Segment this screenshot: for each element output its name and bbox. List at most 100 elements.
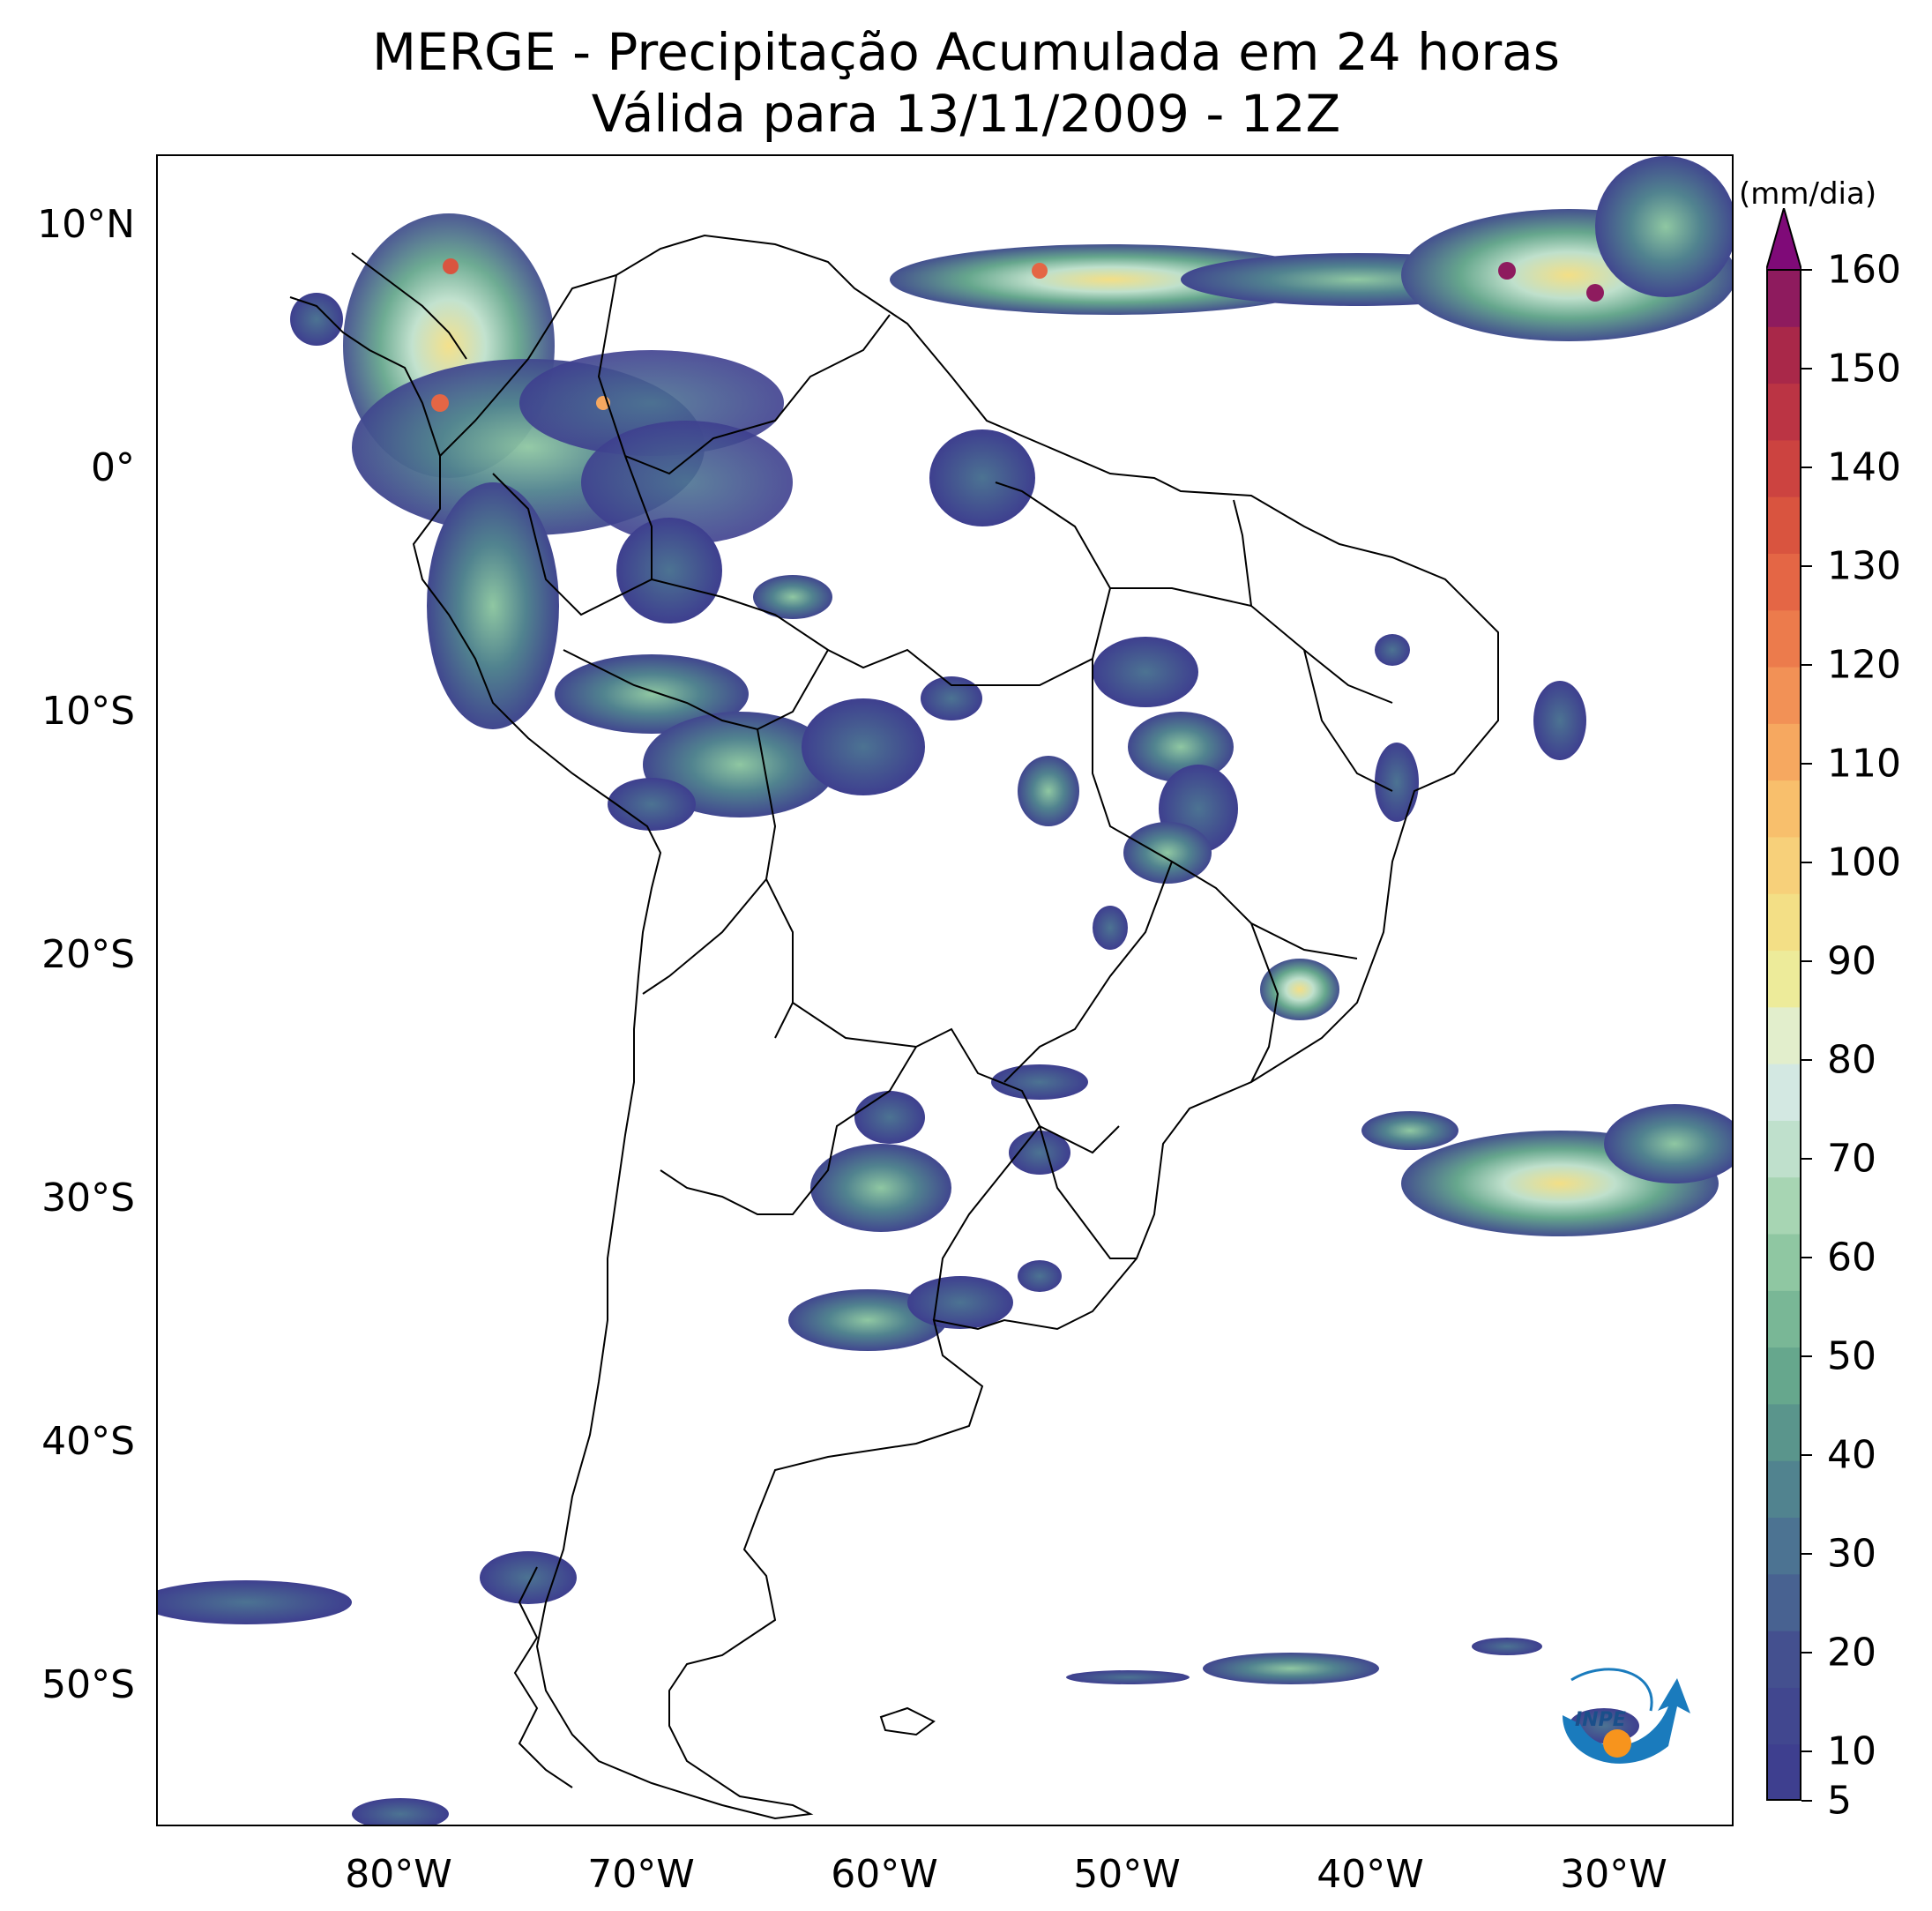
precip-patch [753,575,832,619]
colorbar-tick-label: 80 [1827,1037,1876,1083]
lat-label-50s: 50°S [41,1662,135,1707]
precip-patch [1595,156,1732,297]
colorbar-tick-label: 60 [1827,1235,1876,1280]
colorbar-segment [1766,1176,1801,1235]
inpe-logo: INPE [1563,1668,1690,1764]
lat-label-20s: 20°S [41,932,135,977]
precip-patch [1361,1111,1458,1150]
colorbar-tick [1801,1158,1812,1160]
colorbar-tick [1801,1257,1812,1258]
precip-patch [480,1551,577,1604]
map-title: MERGE - Precipitação Acumulada em 24 hor… [372,22,1560,82]
colorbar-tick [1801,565,1812,567]
colorbar-segment [1766,1064,1801,1121]
precip-patch [1533,681,1586,760]
precip-patch [1066,1670,1190,1684]
colorbar-segment [1766,1234,1801,1291]
precip-patch [1009,1131,1070,1175]
precip-patch [929,429,1035,526]
colorbar-segment [1766,1290,1801,1348]
precip-patch [1123,822,1212,884]
colorbar-segment [1766,893,1801,952]
precip-patch [1498,262,1516,280]
colorbar-tick [1801,368,1812,370]
precip-patch [1375,743,1419,822]
precip-patch [158,1580,352,1624]
colorbar-tick-label: 160 [1827,247,1901,293]
map-panel [156,154,1734,1826]
colorbar-tick [1801,763,1812,765]
colorbar-segment [1766,1631,1801,1688]
precip-patch [352,1798,449,1825]
lon-label-50w: 50°W [1073,1852,1181,1897]
colorbar-tick [1801,1059,1812,1061]
colorbar-tick [1801,862,1812,863]
colorbar-unit: (mm/dia) [1739,176,1877,212]
colorbar-outline [1766,269,1801,1801]
colorbar-segment [1766,553,1801,611]
colorbar [1766,208,1801,1801]
colorbar-segment [1766,1460,1801,1519]
colorbar-tick-label: 50 [1827,1333,1876,1379]
precip-patch [1260,959,1339,1020]
precip-patch [1093,906,1128,950]
colorbar-extend-triangle [1766,208,1801,271]
colorbar-tick-label: 100 [1827,840,1901,885]
precip-patch [290,293,343,346]
colorbar-segment [1766,950,1801,1008]
south-america-coastline [412,234,1499,1820]
lat-label-0: 0° [91,445,135,490]
colorbar-tick [1801,1454,1812,1456]
colorbar-segment [1766,270,1801,327]
colorbar-tick-label: 20 [1827,1630,1876,1676]
precip-patch [991,1064,1088,1100]
map-subtitle: Válida para 13/11/2009 - 12Z [591,84,1341,144]
colorbar-tick-label: 90 [1827,938,1876,984]
central-america-coastline [289,252,467,457]
colorbar-segment [1766,1120,1801,1178]
colorbar-segment [1766,1517,1801,1575]
colorbar-segment [1766,383,1801,441]
precip-patch [1018,756,1079,826]
colorbar-tick-label: 40 [1827,1432,1876,1478]
precip-patch [643,712,837,817]
precip-patch [581,421,793,544]
precip-patch [890,244,1331,315]
colorbar-tick [1801,664,1812,666]
colorbar-tick-label: 130 [1827,543,1901,589]
colorbar-tick [1801,467,1812,468]
colorbar-tick [1801,1553,1812,1555]
colorbar-segment [1766,439,1801,497]
colorbar-tick-label: 70 [1827,1136,1876,1182]
colorbar-tick [1801,1652,1812,1653]
precip-patch [1018,1260,1062,1292]
colorbar-tick-label: 120 [1827,642,1901,688]
lat-label-40s: 40°S [41,1419,135,1464]
colorbar-tick [1801,1355,1812,1357]
border-lines [492,274,1393,1321]
chile-fjords [513,1566,573,1788]
precip-patch [616,518,722,623]
precip-patch [1203,1653,1379,1684]
map-canvas [158,156,1732,1825]
colorbar-segment [1766,496,1801,554]
precip-patch [810,1144,951,1232]
colorbar-segment [1766,1347,1801,1405]
precip-patch [608,778,696,831]
precip-patch [427,482,559,729]
colorbar-segment [1766,836,1801,894]
colorbar-tick-label: 10 [1827,1728,1876,1774]
colorbar-segment [1766,723,1801,781]
precip-patch [1604,1104,1732,1183]
colorbar-tick-label: 30 [1827,1531,1876,1577]
lat-label-30s: 30°S [41,1176,135,1221]
lon-label-70w: 70°W [587,1852,695,1897]
colorbar-segment [1766,667,1801,724]
lon-label-40w: 40°W [1317,1852,1424,1897]
precip-patch [1472,1638,1542,1655]
precip-patch [555,654,749,734]
colorbar-segment [1766,780,1801,838]
precip-patch [1375,634,1410,666]
precip-patch [854,1091,925,1144]
colorbar-segment [1766,1573,1801,1631]
